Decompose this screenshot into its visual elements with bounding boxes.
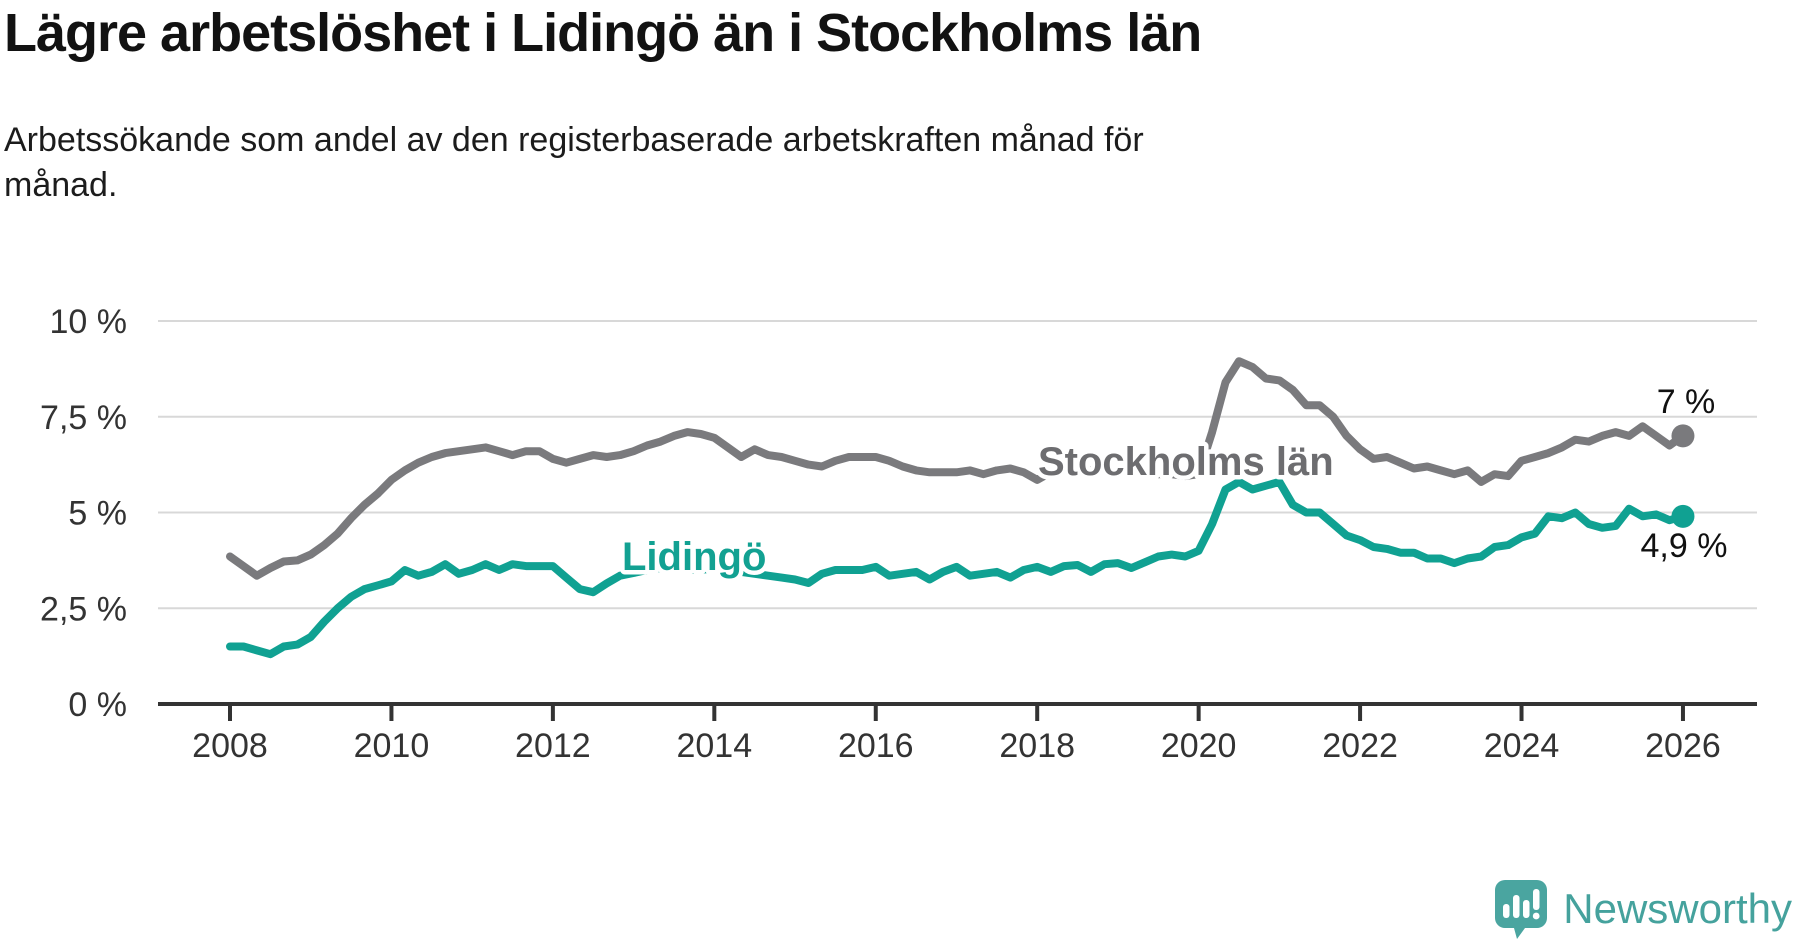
x-axis-label-2008: 2008 [192, 727, 268, 765]
x-axis-label-2024: 2024 [1484, 727, 1560, 765]
chart-title: Lägre arbetslöshet i Lidingö än i Stockh… [4, 3, 1202, 63]
x-axis-label-2016: 2016 [838, 727, 914, 765]
x-axis-label-2018: 2018 [999, 727, 1075, 765]
chart-subtitle-line2: månad. [4, 165, 118, 204]
end-dot-liding [1671, 504, 1695, 528]
x-axis-label-2022: 2022 [1322, 727, 1398, 765]
series-line-stockholms-l-n [226, 357, 1687, 580]
end-value-label-stockholms-l-n: 7 % [1657, 383, 1716, 421]
x-axis-label-2020: 2020 [1161, 727, 1237, 765]
chart-subtitle-line1: Arbetssökande som andel av den registerb… [4, 121, 1144, 159]
x-axis-label-2014: 2014 [676, 727, 752, 765]
y-axis-label-0: 0 % [68, 686, 127, 724]
x-axis-label-2012: 2012 [515, 727, 591, 765]
series-line-liding [226, 477, 1687, 659]
end-dot-stockholms-l-n [1671, 424, 1695, 448]
newsworthy-speech-bubble-chart-icon [1495, 880, 1548, 939]
y-axis-label-5: 5 % [68, 495, 127, 533]
chart-subtitle: Arbetssökande som andel av den registerb… [4, 118, 1144, 208]
newsworthy-logo: Newsworthy [1493, 878, 1792, 940]
series-label-liding: Lidingö [622, 535, 766, 579]
y-axis-label-2.5: 2,5 % [40, 590, 127, 628]
y-axis-label-10: 10 % [50, 303, 128, 341]
x-axis-label-2010: 2010 [354, 727, 430, 765]
series-label-stockholms-l-n: Stockholms län [1038, 440, 1334, 484]
x-axis-label-2026: 2026 [1645, 727, 1721, 765]
end-value-label-liding: 4,9 % [1641, 527, 1728, 565]
y-axis-label-7.5: 7,5 % [40, 399, 127, 437]
newsworthy-wordmark: Newsworthy [1563, 885, 1792, 932]
